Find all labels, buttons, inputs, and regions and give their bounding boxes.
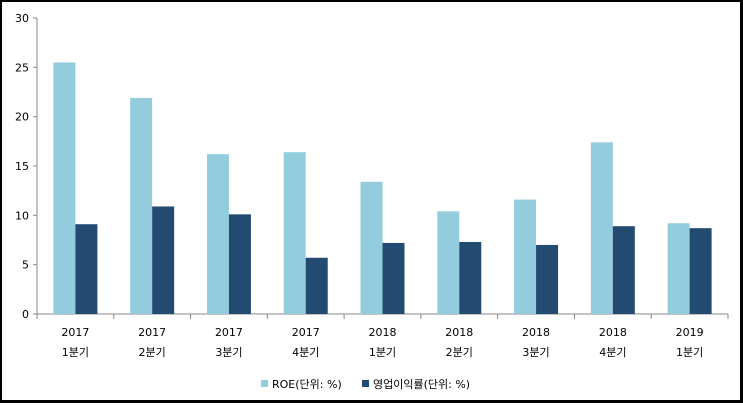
x-tick-label-quarter: 1분기	[369, 346, 396, 359]
bar-operating-margin	[152, 206, 175, 314]
legend-swatch	[362, 380, 369, 387]
bar-roe	[206, 154, 229, 314]
bar-operating-margin	[459, 241, 482, 314]
y-tick-label: 10	[15, 209, 29, 222]
x-tick-label-quarter: 1분기	[676, 346, 703, 359]
bar-roe	[360, 181, 383, 314]
bar-operating-margin	[305, 257, 328, 314]
bar-roe	[130, 97, 153, 314]
bar-roe	[437, 211, 460, 314]
bar-roe	[514, 199, 537, 314]
bar-operating-margin	[536, 244, 559, 314]
x-tick-label-year: 2018	[522, 326, 550, 339]
x-tick-label-year: 2019	[676, 326, 704, 339]
bar-operating-margin	[228, 214, 251, 314]
bar-operating-margin	[612, 226, 635, 314]
x-tick-label-year: 2017	[215, 326, 243, 339]
legend-label: ROE(단위: %)	[272, 378, 342, 391]
x-tick-label-quarter: 2분기	[446, 346, 473, 359]
y-tick-label: 0	[22, 308, 29, 321]
x-tick-label-year: 2017	[292, 326, 320, 339]
y-tick-label: 15	[15, 160, 29, 173]
bar-operating-margin	[75, 224, 98, 314]
bar-roe	[283, 152, 306, 314]
x-tick-label-quarter: 3분기	[522, 346, 549, 359]
bar-roe	[667, 223, 690, 314]
y-tick-label: 30	[15, 12, 29, 25]
x-tick-label-quarter: 2분기	[139, 346, 166, 359]
x-tick-label-year: 2018	[369, 326, 397, 339]
x-tick-label-quarter: 4분기	[292, 346, 319, 359]
x-tick-label-year: 2017	[138, 326, 166, 339]
legend-swatch	[261, 380, 268, 387]
x-tick-label-year: 2018	[599, 326, 627, 339]
y-tick-label: 20	[15, 111, 29, 124]
y-tick-label: 5	[22, 259, 29, 272]
bar-operating-margin	[689, 228, 712, 314]
bar-operating-margin	[382, 242, 405, 314]
bar-roe	[590, 142, 613, 314]
x-tick-label-year: 2018	[445, 326, 473, 339]
y-tick-label: 25	[15, 61, 29, 74]
x-tick-label-quarter: 3분기	[215, 346, 242, 359]
x-tick-label-quarter: 4분기	[599, 346, 626, 359]
legend-label: 영업이익률(단위: %)	[373, 378, 470, 391]
bar-roe	[53, 62, 76, 315]
x-tick-label-quarter: 1분기	[62, 346, 89, 359]
x-tick-label-year: 2017	[61, 326, 89, 339]
